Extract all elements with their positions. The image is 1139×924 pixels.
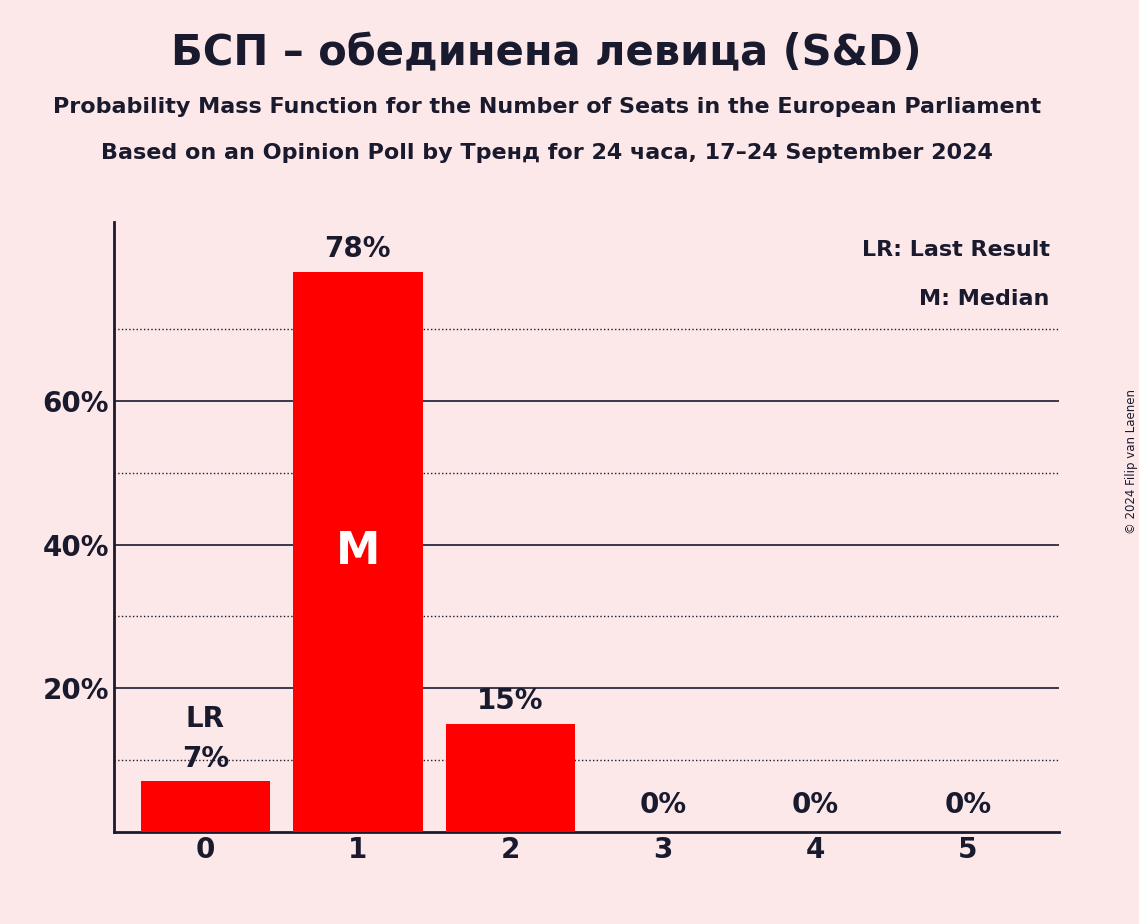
Text: © 2024 Filip van Laenen: © 2024 Filip van Laenen (1124, 390, 1138, 534)
Text: 0%: 0% (639, 791, 687, 819)
Text: LR: Last Result: LR: Last Result (862, 240, 1050, 260)
Text: LR: LR (186, 705, 224, 734)
Bar (293, 272, 423, 832)
Text: M: M (336, 530, 380, 573)
Bar (445, 724, 575, 832)
Text: Probability Mass Function for the Number of Seats in the European Parliament: Probability Mass Function for the Number… (52, 97, 1041, 117)
Text: 0%: 0% (792, 791, 838, 819)
Text: M: Median: M: Median (919, 289, 1050, 309)
Text: 0%: 0% (944, 791, 991, 819)
Text: БСП – обединена левица (S&D): БСП – обединена левица (S&D) (171, 32, 923, 74)
Text: Based on an Opinion Poll by Тренд for 24 часа, 17–24 September 2024: Based on an Opinion Poll by Тренд for 24… (100, 143, 993, 164)
Text: 7%: 7% (182, 745, 229, 772)
Text: 15%: 15% (477, 687, 543, 715)
Text: 78%: 78% (325, 236, 391, 263)
Bar (140, 782, 270, 832)
